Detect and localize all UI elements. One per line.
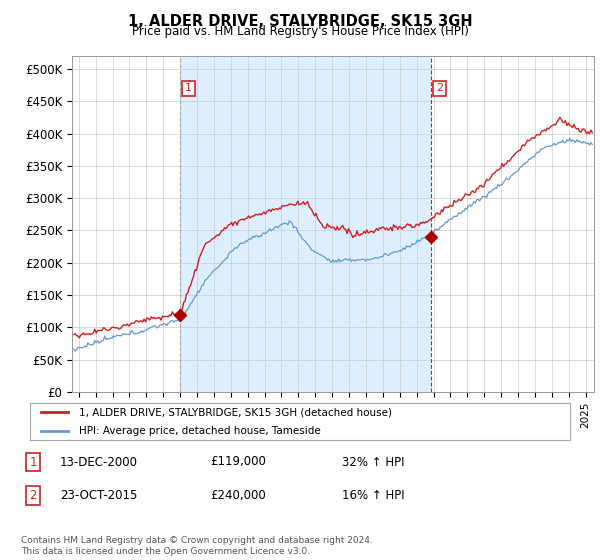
Text: 1: 1 bbox=[185, 83, 192, 94]
Text: 2: 2 bbox=[436, 83, 443, 94]
Text: £240,000: £240,000 bbox=[210, 489, 266, 502]
Text: 1, ALDER DRIVE, STALYBRIDGE, SK15 3GH: 1, ALDER DRIVE, STALYBRIDGE, SK15 3GH bbox=[128, 14, 472, 29]
Text: HPI: Average price, detached house, Tameside: HPI: Average price, detached house, Tame… bbox=[79, 426, 320, 436]
Text: 1: 1 bbox=[29, 455, 37, 469]
Text: £119,000: £119,000 bbox=[210, 455, 266, 469]
Text: 1, ALDER DRIVE, STALYBRIDGE, SK15 3GH (detached house): 1, ALDER DRIVE, STALYBRIDGE, SK15 3GH (d… bbox=[79, 407, 392, 417]
Text: Contains HM Land Registry data © Crown copyright and database right 2024.
This d: Contains HM Land Registry data © Crown c… bbox=[21, 536, 373, 556]
Text: 13-DEC-2000: 13-DEC-2000 bbox=[60, 455, 138, 469]
Text: 23-OCT-2015: 23-OCT-2015 bbox=[60, 489, 137, 502]
Text: 32% ↑ HPI: 32% ↑ HPI bbox=[342, 455, 404, 469]
Text: 16% ↑ HPI: 16% ↑ HPI bbox=[342, 489, 404, 502]
Text: 2: 2 bbox=[29, 489, 37, 502]
Bar bbox=[180, 56, 431, 392]
Text: Price paid vs. HM Land Registry's House Price Index (HPI): Price paid vs. HM Land Registry's House … bbox=[131, 25, 469, 38]
